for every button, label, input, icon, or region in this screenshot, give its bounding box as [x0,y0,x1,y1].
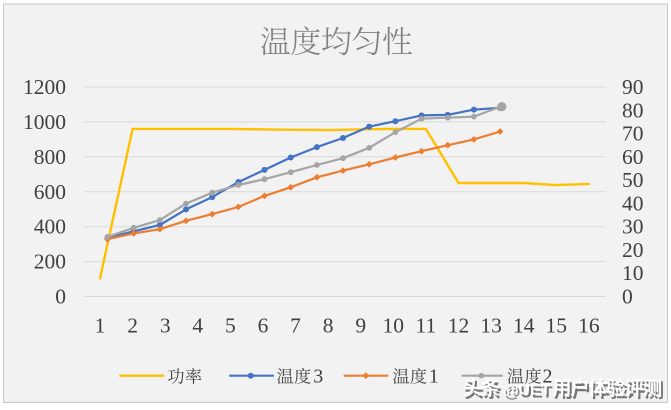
svg-text:@UET: @UET [505,384,553,401]
svg-text:90: 90 [622,75,644,99]
svg-text:40: 40 [622,191,644,215]
svg-text:2: 2 [127,314,138,338]
svg-text:400: 400 [34,215,66,239]
svg-text:800: 800 [34,145,66,169]
svg-text:14: 14 [513,314,535,338]
svg-text:200: 200 [34,250,66,274]
svg-text:4: 4 [192,314,203,338]
svg-text:50: 50 [622,168,644,192]
svg-text:8: 8 [323,314,334,338]
svg-text:0: 0 [55,285,66,309]
svg-text:5: 5 [225,314,236,338]
svg-text:12: 12 [448,314,470,338]
svg-text:0: 0 [622,285,633,309]
svg-text:600: 600 [34,180,66,204]
svg-text:10: 10 [622,261,644,285]
svg-text:3: 3 [160,314,171,338]
svg-text:1: 1 [429,366,439,388]
svg-text:30: 30 [622,215,644,239]
svg-text:13: 13 [480,314,502,338]
svg-text:@UET: @UET [503,382,551,399]
svg-text:6: 6 [258,314,269,338]
svg-text:2: 2 [543,366,553,388]
svg-text:9: 9 [355,314,366,338]
svg-text:1000: 1000 [23,110,66,134]
svg-text:20: 20 [622,238,644,262]
svg-text:1: 1 [95,314,106,338]
svg-text:16: 16 [578,314,600,338]
svg-text:10: 10 [383,314,405,338]
svg-text:15: 15 [546,314,568,338]
svg-text:7: 7 [290,314,301,338]
svg-text:60: 60 [622,145,644,169]
svg-text:80: 80 [622,98,644,122]
svg-text:11: 11 [416,314,437,338]
svg-text:1200: 1200 [23,75,66,99]
svg-text:3: 3 [313,366,323,388]
svg-text:70: 70 [622,122,644,146]
